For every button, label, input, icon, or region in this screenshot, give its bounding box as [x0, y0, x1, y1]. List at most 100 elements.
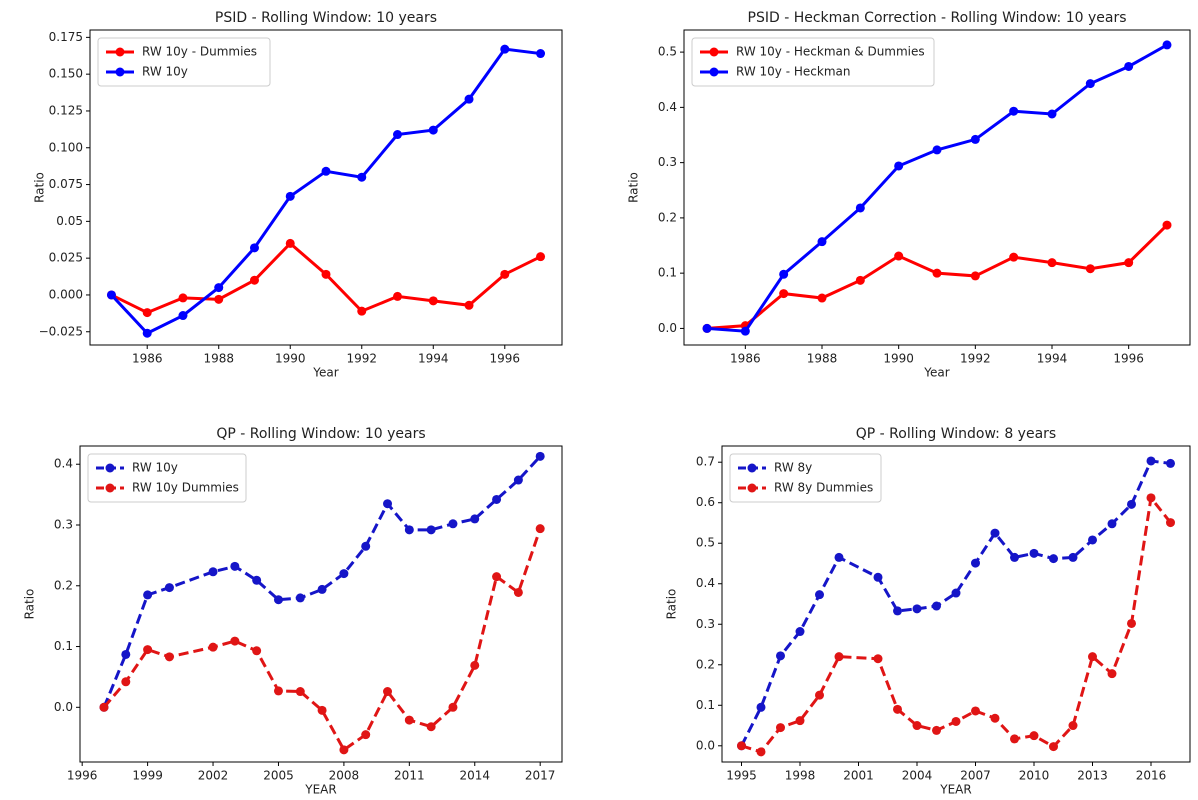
data-point [1068, 552, 1078, 562]
x-tick-label: 2010 [1019, 769, 1050, 783]
data-point [214, 294, 224, 304]
data-point [970, 134, 980, 144]
data-point [535, 451, 545, 461]
data-point [756, 702, 766, 712]
data-point [834, 552, 844, 562]
x-tick-label: 1986 [132, 352, 163, 366]
x-tick-label: 2007 [960, 769, 991, 783]
x-axis-label: Year [923, 366, 949, 380]
data-point [815, 690, 824, 700]
data-point [106, 290, 116, 300]
data-point [273, 595, 283, 605]
data-point [252, 646, 262, 656]
x-tick-label: 1986 [730, 352, 761, 366]
y-tick-label: 0.0 [696, 738, 715, 752]
y-tick-label: 0.175 [49, 30, 83, 44]
data-point [990, 528, 1000, 538]
data-point [492, 494, 502, 504]
data-point [178, 311, 188, 321]
data-point [142, 308, 152, 318]
data-point [383, 687, 393, 697]
y-tick-label: 0.000 [49, 287, 83, 301]
y-tick-label: 0.0 [658, 321, 677, 335]
legend-marker [709, 47, 719, 57]
data-point [1049, 742, 1058, 752]
data-point [737, 741, 746, 751]
y-tick-label: 0.1 [696, 698, 715, 712]
x-tick-label: 1996 [1113, 352, 1144, 366]
data-point [817, 293, 827, 303]
x-tick-label: 2008 [329, 769, 360, 783]
data-point [932, 725, 941, 735]
series-line [740, 459, 1171, 747]
data-point [470, 660, 480, 670]
y-axis-label: Ratio [23, 589, 37, 620]
data-point [285, 191, 295, 201]
x-tick-label: 2013 [1077, 769, 1108, 783]
data-point [361, 541, 371, 551]
y-tick-label: 0.1 [658, 266, 677, 280]
legend-label: RW 10y Dummies [132, 481, 239, 495]
y-tick-label: 0.2 [696, 657, 715, 671]
legend-box [97, 37, 271, 87]
y-tick-label: 0.3 [54, 518, 73, 532]
data-point [855, 275, 865, 285]
data-point [428, 296, 438, 306]
data-point [1088, 535, 1097, 545]
data-point [249, 275, 259, 285]
x-axis-label: Year [312, 366, 338, 380]
data-point [779, 269, 789, 279]
plot-frame [683, 29, 1191, 346]
y-tick-label: 0.2 [54, 578, 73, 592]
legend-label: RW 10y [142, 65, 188, 79]
data-point [1107, 519, 1117, 529]
data-point [230, 561, 240, 571]
x-tick-label: 2001 [843, 769, 874, 783]
x-axis-label: YEAR [939, 783, 971, 797]
x-tick-label: 1996 [67, 769, 98, 783]
plot-frame [721, 445, 1191, 763]
y-tick-label: 0.150 [49, 67, 83, 81]
x-tick-label: 1992 [960, 352, 991, 366]
data-point [756, 747, 766, 757]
y-tick-label: 0.3 [696, 617, 715, 631]
data-point [285, 238, 295, 248]
data-point [339, 569, 349, 579]
y-tick-label: 0.1 [54, 639, 73, 653]
data-point [448, 702, 458, 712]
data-point [815, 590, 824, 600]
x-tick-label: 1994 [418, 352, 449, 366]
data-point [1049, 554, 1058, 564]
chart-title: PSID - Heckman Correction - Rolling Wind… [748, 10, 1127, 26]
data-point [932, 601, 941, 611]
data-point [873, 654, 883, 664]
legend-box [87, 453, 247, 503]
data-point [513, 475, 523, 485]
data-point [1009, 106, 1019, 116]
x-tick-label: 1990 [883, 352, 914, 366]
data-point [317, 584, 327, 594]
data-point [208, 567, 218, 577]
x-tick-label: 1992 [346, 352, 377, 366]
legend-marker [105, 483, 115, 493]
legend-marker [709, 67, 719, 77]
data-point [1124, 61, 1134, 71]
data-point [894, 161, 904, 171]
y-tick-label: 0.4 [658, 100, 677, 114]
y-tick-label: 0.025 [49, 251, 83, 265]
data-point [426, 525, 436, 535]
data-point [143, 645, 153, 655]
series-line [741, 494, 1172, 754]
x-tick-label: 1999 [132, 769, 163, 783]
x-tick-label: 1994 [1037, 352, 1068, 366]
y-tick-label: −0.025 [39, 324, 83, 338]
data-point [448, 519, 458, 529]
legend: RW 8y RW 8y Dummies [729, 453, 882, 503]
data-point [249, 243, 259, 253]
data-point [970, 271, 980, 281]
series-line [706, 43, 1168, 333]
y-tick-label: 0.075 [49, 177, 83, 191]
data-point [1029, 548, 1039, 558]
legend-box [729, 453, 882, 503]
